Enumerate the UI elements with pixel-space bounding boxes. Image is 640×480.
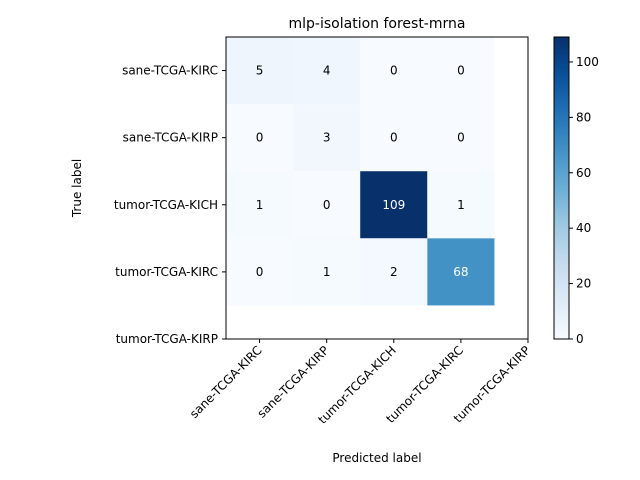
heatmap-cell bbox=[293, 171, 361, 239]
colorbar-gradient bbox=[553, 36, 570, 340]
heatmap-cell bbox=[226, 238, 294, 306]
heatmap-cell-label: 0 bbox=[457, 131, 465, 145]
heatmap-cell bbox=[226, 171, 294, 239]
x-tick-label: sane-TCGA-KIRP bbox=[254, 343, 331, 420]
heatmap-cell-label: 4 bbox=[323, 64, 331, 78]
heatmap-cell-label: 1 bbox=[457, 198, 465, 212]
heatmap-cell-label: 1 bbox=[323, 265, 331, 279]
y-axis-ticks: sane-TCGA-KIRC sane-TCGA-KIRP tumor-TCGA-K… bbox=[114, 64, 226, 346]
x-tick-label: sane-TCGA-KIRC bbox=[187, 343, 265, 421]
heatmap-cell bbox=[226, 37, 294, 105]
heatmap-cell-label: 0 bbox=[457, 64, 465, 78]
heatmap-cell bbox=[360, 104, 428, 172]
colorbar-tick-label: 0 bbox=[576, 332, 584, 346]
colorbar-tick-label: 100 bbox=[576, 55, 599, 69]
colorbar: 0 20 40 60 80 100 bbox=[553, 36, 599, 346]
heatmap-cell-label: 0 bbox=[256, 131, 264, 145]
heatmap-cell-label: 2 bbox=[390, 265, 398, 279]
heatmap-cell bbox=[293, 238, 361, 306]
heatmap-cell bbox=[427, 238, 495, 306]
heatmap-cell-label: 5 bbox=[256, 64, 264, 78]
heatmap-cell-label: 68 bbox=[453, 265, 468, 279]
heatmap-cell-label: 109 bbox=[382, 198, 405, 212]
y-tick-label: sane-TCGA-KIRP bbox=[123, 131, 218, 145]
heatmap-cells bbox=[226, 37, 495, 306]
heatmap-cell-label: 1 bbox=[256, 198, 264, 212]
heatmap-cell bbox=[293, 104, 361, 172]
axes-frame bbox=[225, 36, 529, 340]
x-axis-ticks: sane-TCGA-KIRCsane-TCGA-KIRPtumor-TCGA-K… bbox=[187, 339, 533, 427]
colorbar-tick-label: 60 bbox=[576, 166, 591, 180]
heatmap-cell bbox=[427, 37, 495, 105]
x-axis-label: Predicted label bbox=[332, 451, 421, 465]
colorbar-tick-label: 40 bbox=[576, 221, 591, 235]
heatmap-cell-label: 0 bbox=[256, 265, 264, 279]
heatmap-cell-label: 0 bbox=[390, 64, 398, 78]
chart-title: mlp-isolation forest-mrna bbox=[289, 16, 466, 32]
heatmap-cell bbox=[226, 104, 294, 172]
heatmap-cell-label: 3 bbox=[323, 131, 331, 145]
y-tick-label: tumor-TCGA-KIRP bbox=[116, 332, 218, 346]
heatmap-cell bbox=[360, 238, 428, 306]
y-tick-label: tumor-TCGA-KIRC bbox=[115, 265, 218, 279]
heatmap-cell bbox=[293, 37, 361, 105]
heatmap-cell-labels: 5 4 0 0 0 3 0 0 1 0 109 1 0 1 2 68 bbox=[256, 64, 469, 279]
colorbar-tick-label: 20 bbox=[576, 277, 591, 291]
heatmap-cell bbox=[360, 37, 428, 105]
heatmap-cell bbox=[360, 171, 428, 239]
y-axis-label: True label bbox=[70, 159, 84, 218]
heatmap-cell bbox=[427, 104, 495, 172]
colorbar-tick-label: 80 bbox=[576, 110, 591, 124]
heatmap-cell bbox=[427, 171, 495, 239]
y-tick-label: tumor-TCGA-KICH bbox=[114, 198, 218, 212]
y-tick-label: sane-TCGA-KIRC bbox=[122, 64, 218, 78]
heatmap-cell-label: 0 bbox=[390, 131, 398, 145]
heatmap-cell-label: 0 bbox=[323, 198, 331, 212]
